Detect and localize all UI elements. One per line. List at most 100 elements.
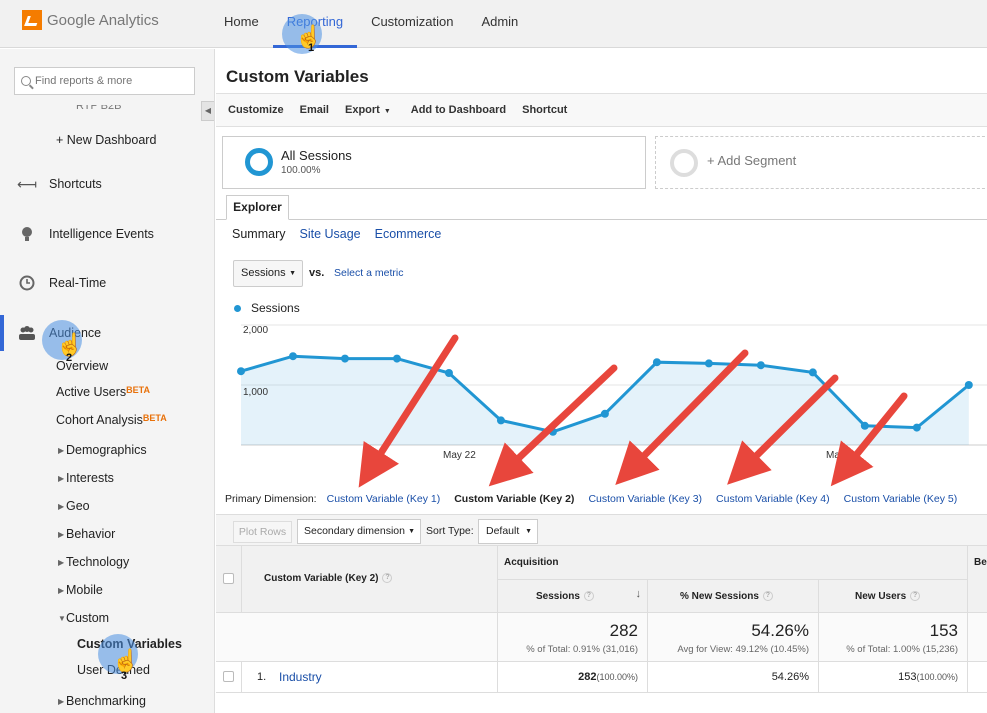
row-dimension-link[interactable]: Industry — [279, 670, 322, 684]
new-dashboard-link[interactable]: + New Dashboard — [56, 133, 157, 147]
collapse-triangle-icon[interactable]: ▼ — [58, 614, 66, 623]
analytics-logo-icon — [22, 10, 42, 30]
totals-new-users-sub: % of Total: 1.00% (15,236) — [846, 644, 958, 655]
chevron-down-icon: ▼ — [383, 108, 391, 115]
data-point — [860, 421, 869, 430]
expand-triangle-icon[interactable]: ▶ — [58, 558, 65, 567]
page-title: Custom Variables — [226, 67, 369, 86]
sidebar-item-overview[interactable]: Overview — [56, 359, 109, 373]
secondary-dimension-select[interactable]: Secondary dimension ▼ — [297, 519, 421, 544]
tab-divider — [216, 219, 987, 220]
sidebar-item-label: Cohort Analysis — [56, 413, 143, 427]
dimension-key-2[interactable]: Custom Variable (Key 2) — [454, 493, 575, 505]
sidebar-item-active-users[interactable]: Active UsersBETA — [56, 385, 150, 399]
subtab-summary[interactable]: Summary — [232, 227, 286, 241]
sidebar-item-geo[interactable]: Geo — [66, 499, 90, 513]
data-point — [808, 368, 817, 377]
new-users-column-header[interactable]: New Users? — [819, 580, 968, 613]
legend-label: Sessions — [251, 301, 300, 315]
segment-ring-icon — [670, 149, 698, 177]
behavior-header: Be — [968, 546, 987, 613]
dimension-key-4[interactable]: Custom Variable (Key 4) — [716, 493, 830, 505]
data-table: Custom Variable (Key 2)? Acquisition Be … — [216, 546, 987, 713]
expand-triangle-icon[interactable]: ▶ — [58, 697, 65, 706]
search-input[interactable] — [35, 75, 185, 87]
acquisition-label: Acquisition — [504, 557, 559, 568]
add-segment-button[interactable]: + Add Segment — [655, 136, 987, 189]
expand-triangle-icon[interactable]: ▶ — [58, 502, 65, 511]
totals-sessions-cell: 282 % of Total: 0.91% (31,016) — [498, 613, 648, 662]
dimension-header[interactable]: Custom Variable (Key 2)? — [242, 546, 498, 613]
nav-home[interactable]: Home — [224, 14, 259, 29]
dimension-key-3[interactable]: Custom Variable (Key 3) — [588, 493, 703, 505]
nav-customization[interactable]: Customization — [371, 14, 454, 29]
totals-new-users-cell: 153 % of Total: 1.00% (15,236) — [819, 613, 968, 662]
new-sessions-column-header[interactable]: % New Sessions? — [648, 580, 819, 613]
top-bar: Google Analytics Home Reporting Customiz… — [0, 0, 987, 48]
google-analytics-logo[interactable]: Google Analytics — [22, 10, 159, 30]
segment-ring-icon — [245, 148, 273, 176]
sessions-column-header[interactable]: Sessions? ↓ — [498, 580, 648, 613]
segment-all-sessions[interactable]: All Sessions 100.00% — [222, 136, 646, 189]
totals-new-sessions-cell: 54.26% Avg for View: 49.12% (10.45%) — [648, 613, 819, 662]
row-dimension-cell: 1. Industry — [242, 662, 498, 693]
add-to-dashboard-button[interactable]: Add to Dashboard — [410, 104, 507, 116]
subtab-site-usage[interactable]: Site Usage — [299, 227, 361, 241]
plot-rows-button[interactable]: Plot Rows — [233, 521, 292, 543]
select-metric-link[interactable]: Select a metric — [334, 267, 404, 279]
metric-select-value: Sessions — [241, 267, 286, 279]
tab-explorer[interactable]: Explorer — [226, 195, 289, 220]
customize-button[interactable]: Customize — [228, 104, 284, 116]
sessions-chart: 2,000 1,000 May 22 May 29 — [232, 319, 987, 469]
step-number: 2 — [66, 352, 73, 364]
dimension-key-5[interactable]: Custom Variable (Key 5) — [843, 493, 958, 505]
collapse-sidebar-button[interactable]: ◀ — [201, 101, 214, 121]
behavior-label: Be — [974, 557, 987, 568]
expand-triangle-icon[interactable]: ▶ — [58, 530, 65, 539]
dimension-key-1[interactable]: Custom Variable (Key 1) — [326, 493, 441, 505]
sidebar-item-cohort-analysis[interactable]: Cohort AnalysisBETA — [56, 413, 167, 427]
step-badge — [282, 14, 322, 54]
sidebar-item-shortcuts[interactable]: ⟻ Shortcuts — [0, 176, 102, 192]
help-icon[interactable]: ? — [583, 591, 594, 602]
nav-admin[interactable]: Admin — [481, 14, 519, 29]
metric-select[interactable]: Sessions ▼ — [233, 260, 303, 287]
data-point — [392, 354, 401, 363]
help-icon[interactable]: ? — [382, 573, 393, 584]
sidebar-item-mobile[interactable]: Mobile — [66, 583, 103, 597]
report-search[interactable] — [14, 67, 195, 95]
secondary-dimension-label: Secondary dimension — [304, 525, 405, 537]
data-point — [964, 381, 973, 389]
subtab-ecommerce[interactable]: Ecommerce — [374, 227, 442, 241]
sidebar-item-intelligence-events[interactable]: Intelligence Events — [0, 226, 154, 242]
sidebar-item-benchmarking[interactable]: Benchmarking — [66, 694, 146, 708]
sidebar-item-technology[interactable]: Technology — [66, 555, 130, 569]
sidebar-item-real-time[interactable]: Real-Time — [0, 275, 106, 291]
sidebar-item-partial[interactable]: RTP B2B — [76, 105, 122, 112]
chevron-down-icon: ▼ — [289, 270, 296, 277]
help-icon[interactable]: ? — [762, 591, 773, 602]
beta-badge: BETA — [126, 385, 150, 395]
expand-triangle-icon[interactable]: ▶ — [58, 586, 65, 595]
chevron-down-icon: ▼ — [525, 528, 532, 535]
row-new-sessions-cell: 54.26% — [648, 662, 819, 693]
select-all-checkbox[interactable] — [223, 573, 234, 584]
shortcut-button[interactable]: Shortcut — [522, 104, 568, 116]
sort-type-select[interactable]: Default ▼ — [478, 519, 538, 544]
sidebar-item-custom[interactable]: Custom — [66, 611, 110, 625]
pointer-hand-icon: ☝ — [56, 332, 84, 357]
expand-triangle-icon[interactable]: ▶ — [58, 474, 65, 483]
step-badge — [42, 320, 82, 360]
data-point — [496, 416, 505, 425]
export-button[interactable]: Export ▼ — [345, 104, 395, 116]
expand-triangle-icon[interactable]: ▶ — [58, 446, 65, 455]
row-index: 1. — [257, 671, 267, 683]
sidebar-item-demographics[interactable]: Demographics — [66, 443, 147, 457]
acquisition-header: Acquisition — [498, 546, 968, 580]
column-label: % New Sessions? — [680, 591, 773, 602]
email-button[interactable]: Email — [299, 104, 329, 116]
row-checkbox[interactable] — [223, 671, 234, 682]
sidebar-item-behavior[interactable]: Behavior — [66, 527, 116, 541]
help-icon[interactable]: ? — [910, 591, 921, 602]
sidebar-item-interests[interactable]: Interests — [66, 471, 114, 485]
